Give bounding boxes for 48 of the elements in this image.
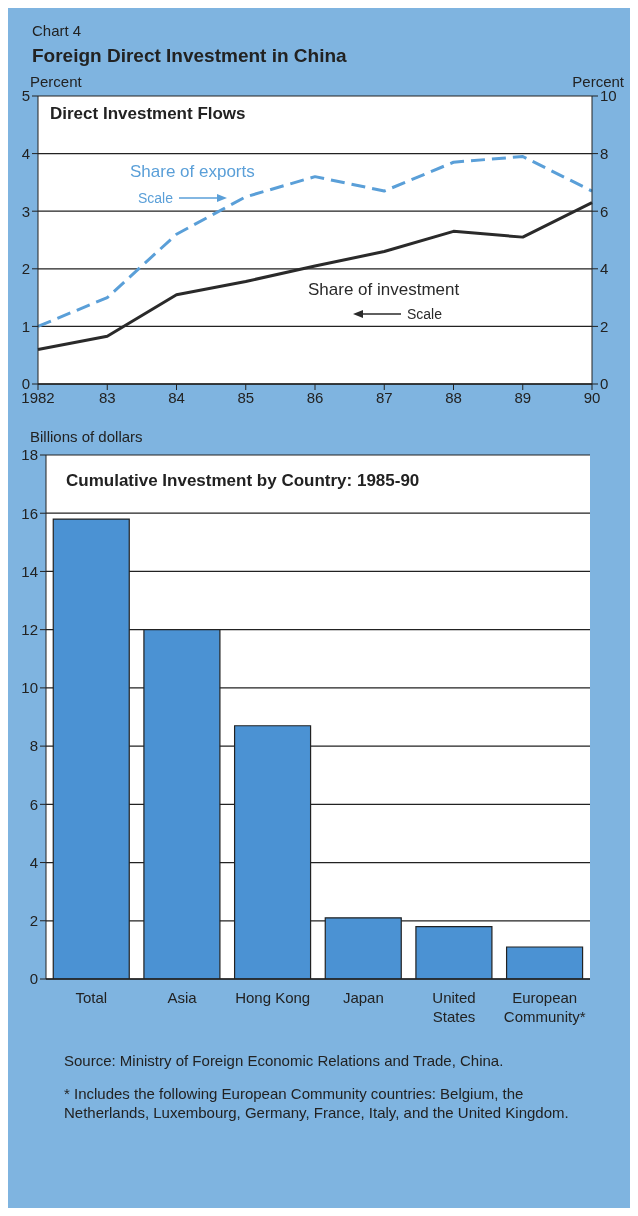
x-tick-label: Asia — [167, 989, 198, 1006]
annotation: Scale — [138, 190, 174, 206]
x-tick-label: United States — [432, 989, 476, 1025]
y-tick-label: 16 — [21, 504, 38, 522]
y-axis-title: Percent — [30, 73, 82, 90]
y2-tick-label: 6 — [600, 202, 609, 220]
x-tick-label: Total — [75, 989, 108, 1006]
y-tick-label: 14 — [21, 562, 38, 580]
text: Direct Investment Flows — [50, 104, 246, 124]
y2-axis-title: Percent — [572, 73, 624, 90]
x-tick-label: 88 — [445, 388, 462, 406]
x-tick-label: Japan — [342, 989, 384, 1006]
y-tick-label: 18 — [21, 446, 38, 464]
y2-tick-label: 0 — [600, 375, 609, 393]
y2-tick-label: 2 — [600, 317, 609, 335]
x-tick-label: 85 — [237, 388, 255, 406]
x-tick-label: 83 — [98, 388, 116, 406]
series-label: Share of exports — [130, 162, 255, 182]
x-tick-label: 90 — [583, 388, 601, 406]
caption: Chart 4 — [31, 21, 83, 39]
text: Cumulative Investment by Country: 1985-90 — [66, 471, 420, 491]
x-tick-label: 89 — [514, 388, 532, 406]
y-tick-label: 8 — [29, 737, 38, 755]
annotation: Scale — [407, 306, 443, 322]
source-note: Source: Ministry of Foreign Economic Relations and Trade, China. — [63, 1051, 505, 1070]
y-tick-label: 4 — [21, 144, 30, 162]
x-tick-label: 86 — [306, 388, 324, 406]
y-tick-label: 4 — [29, 853, 38, 871]
x-tick-label: 87 — [375, 388, 393, 406]
x-tick-label: 84 — [168, 388, 185, 406]
y-tick-label: 5 — [21, 87, 30, 105]
x-tick-label: Hong Kong — [235, 989, 311, 1006]
y-tick-label: 0 — [29, 970, 38, 988]
y-tick-label: 12 — [21, 620, 38, 638]
y-tick-label: 3 — [21, 202, 30, 220]
x-tick-label: European Community* — [503, 989, 586, 1025]
series-label: Share of investment — [308, 280, 460, 300]
chart-title: Foreign Direct Investment in China — [31, 44, 348, 67]
y-tick-label: 2 — [29, 912, 38, 930]
y-tick-label: 1 — [21, 317, 30, 335]
y2-tick-label: 10 — [600, 87, 617, 105]
y-tick-label: 6 — [29, 795, 38, 813]
y2-tick-label: 4 — [600, 260, 609, 278]
y-tick-label: 2 — [21, 260, 30, 278]
y-tick-label: 10 — [21, 679, 38, 697]
y2-tick-label: 8 — [600, 144, 609, 162]
text: * Includes the following European Community countries: Belgium, the Netherlands, Luxembourg, Germany, France, Italy, and the United Kingdom. — [63, 1084, 570, 1122]
y-axis-title: Billions of dollars — [29, 427, 144, 447]
